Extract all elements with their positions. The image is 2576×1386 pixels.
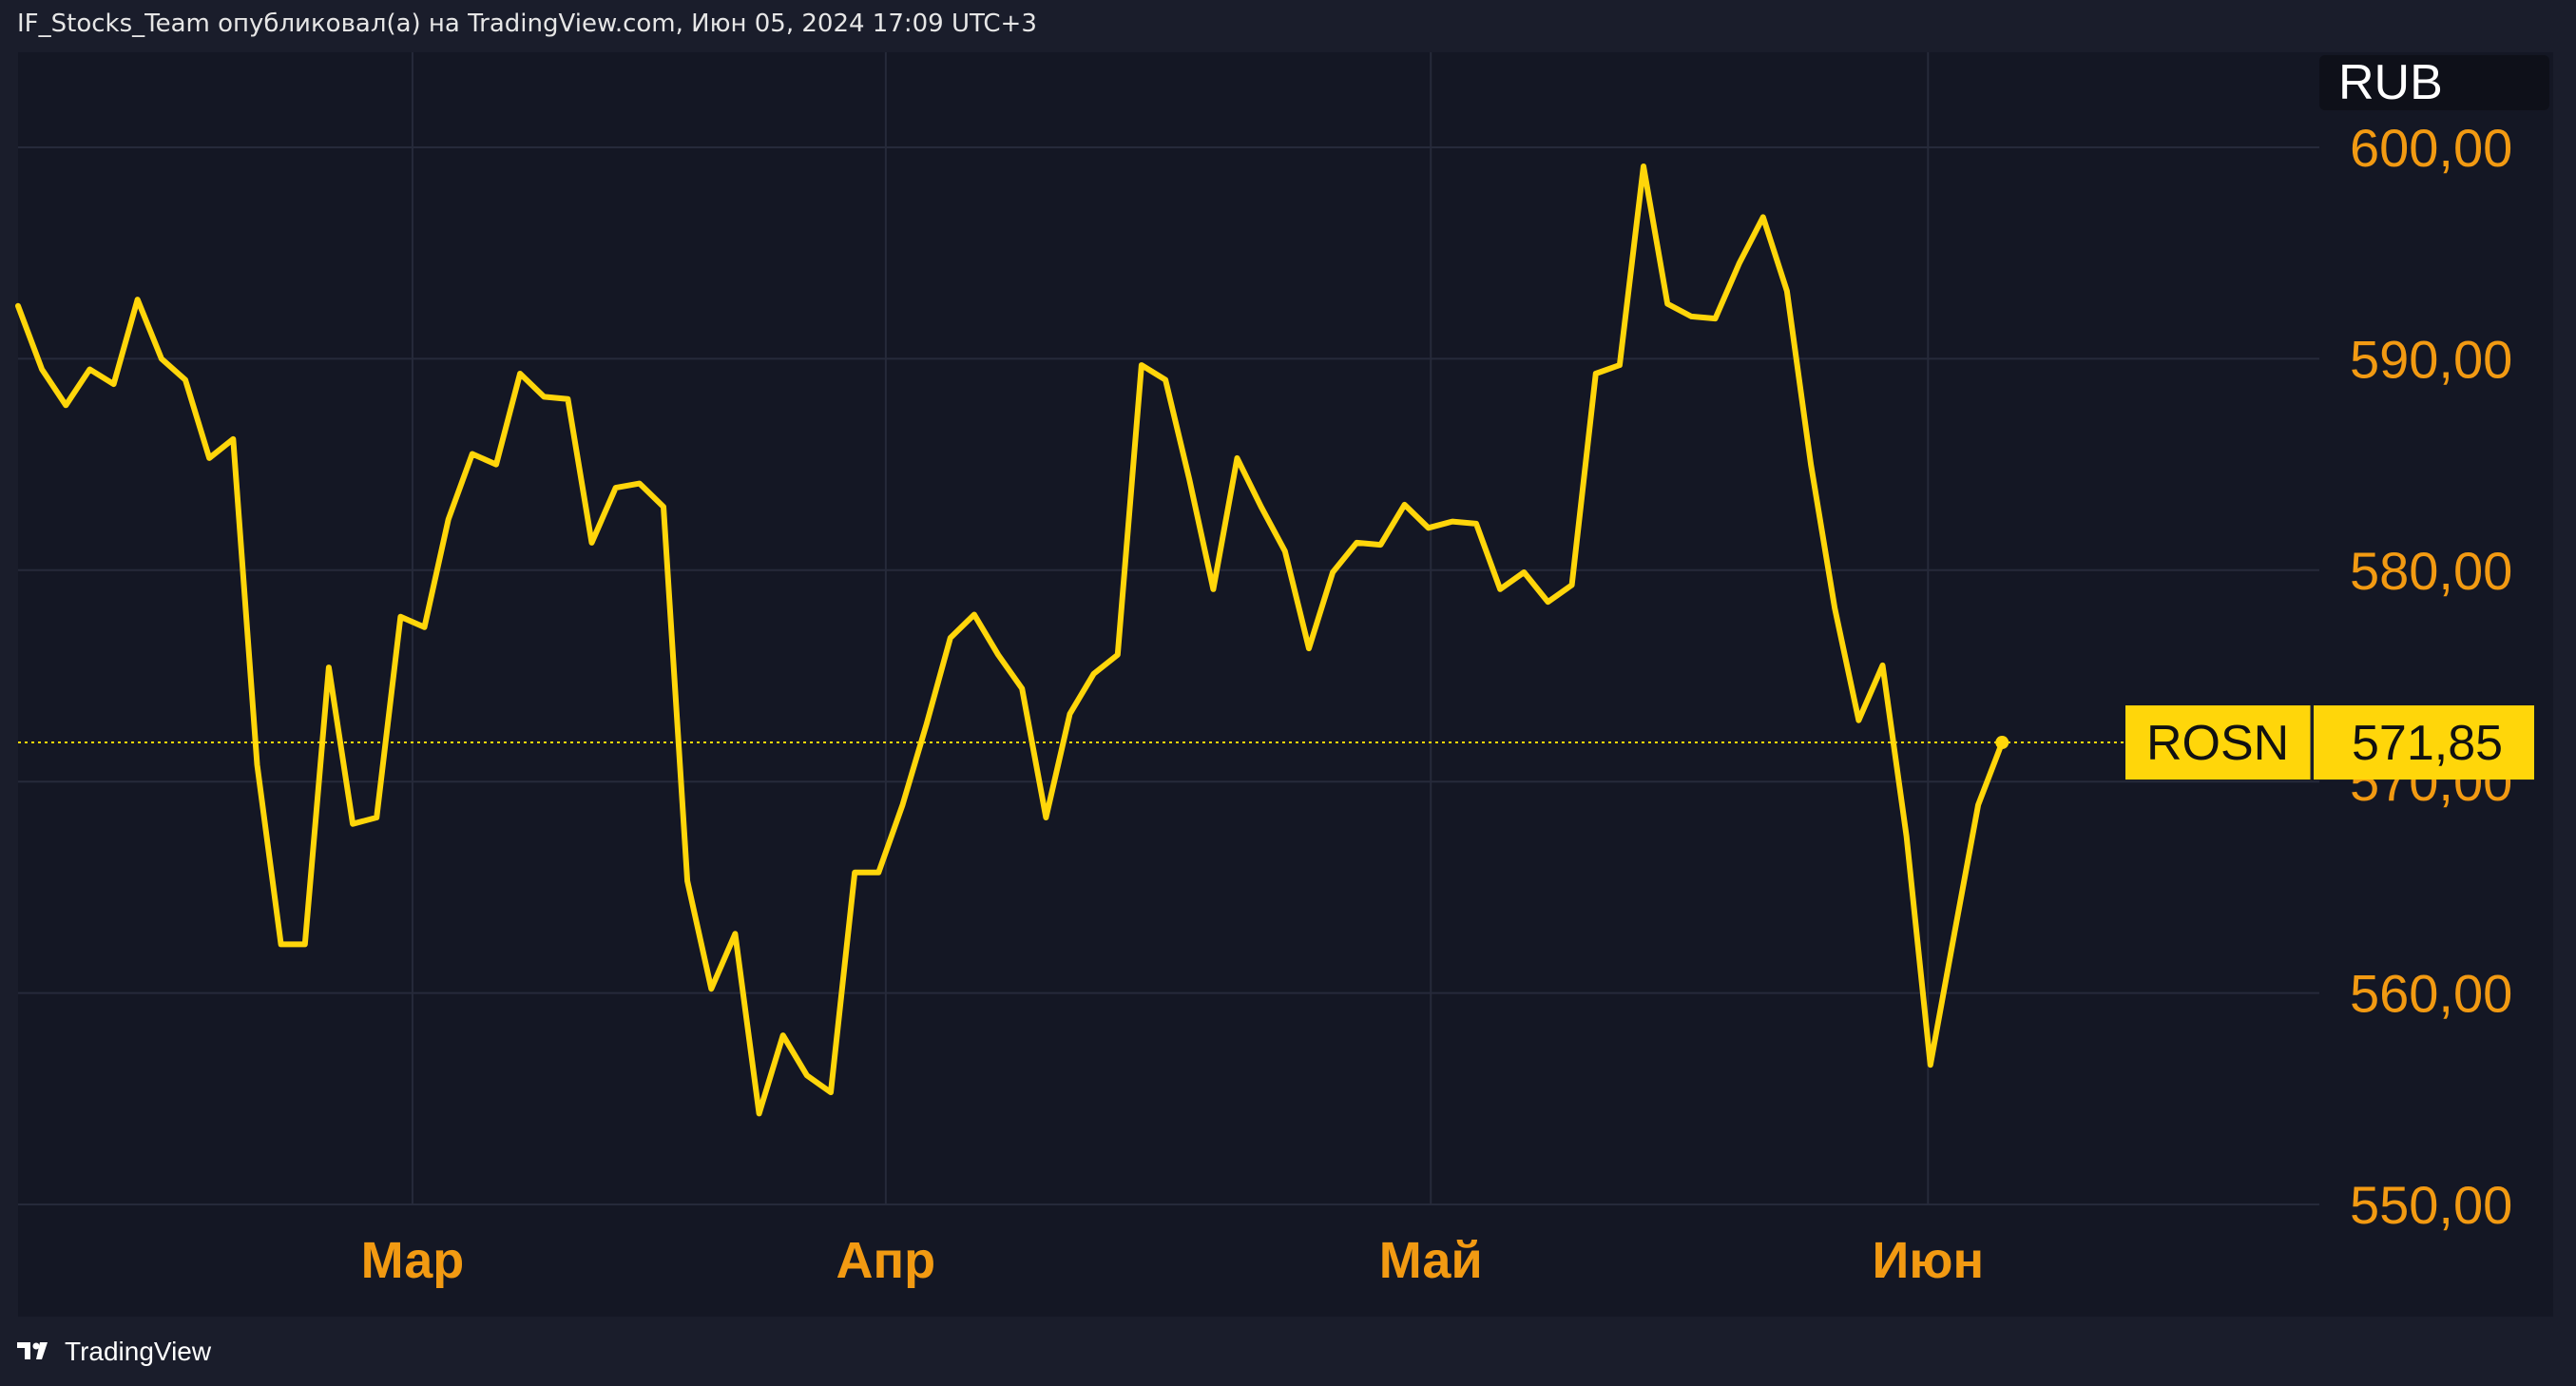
month-tick-label: Мар: [361, 1232, 465, 1289]
last-price-dot: [1995, 736, 2009, 750]
price-tick-label: 560,00: [2350, 964, 2512, 1024]
publication-header: IF_Stocks_Team опубликовал(а) на Trading…: [17, 10, 1037, 38]
tradingview-brand: TradingView: [65, 1337, 212, 1366]
symbol-price-tag[interactable]: ROSN 571,85: [2125, 705, 2534, 780]
last-price-label: 571,85: [2352, 716, 2503, 771]
month-tick-label: Апр: [836, 1232, 936, 1289]
footer[interactable]: TradingView: [17, 1337, 211, 1367]
currency-badge[interactable]: RUB: [2319, 55, 2549, 110]
currency-label: RUB: [2338, 55, 2443, 110]
plot-area: [18, 52, 2553, 1317]
symbol-tag-bg: [2125, 705, 2312, 780]
time-axis: Мар Апр Май Июн: [361, 1232, 1984, 1289]
price-tick-label: 550,00: [2350, 1175, 2512, 1235]
grid-lines: [18, 52, 2319, 1205]
tradingview-logo-icon: [17, 1342, 48, 1359]
symbol-label: ROSN: [2146, 716, 2289, 771]
month-tick-label: Май: [1379, 1232, 1483, 1289]
price-series-line: [15, 164, 2006, 1117]
price-tick-label: 590,00: [2350, 329, 2512, 389]
month-tick-label: Июн: [1873, 1232, 1985, 1289]
price-tag-bg: [2314, 705, 2534, 780]
price-tick-label: 600,00: [2350, 118, 2512, 178]
price-tick-label: 580,00: [2350, 541, 2512, 601]
